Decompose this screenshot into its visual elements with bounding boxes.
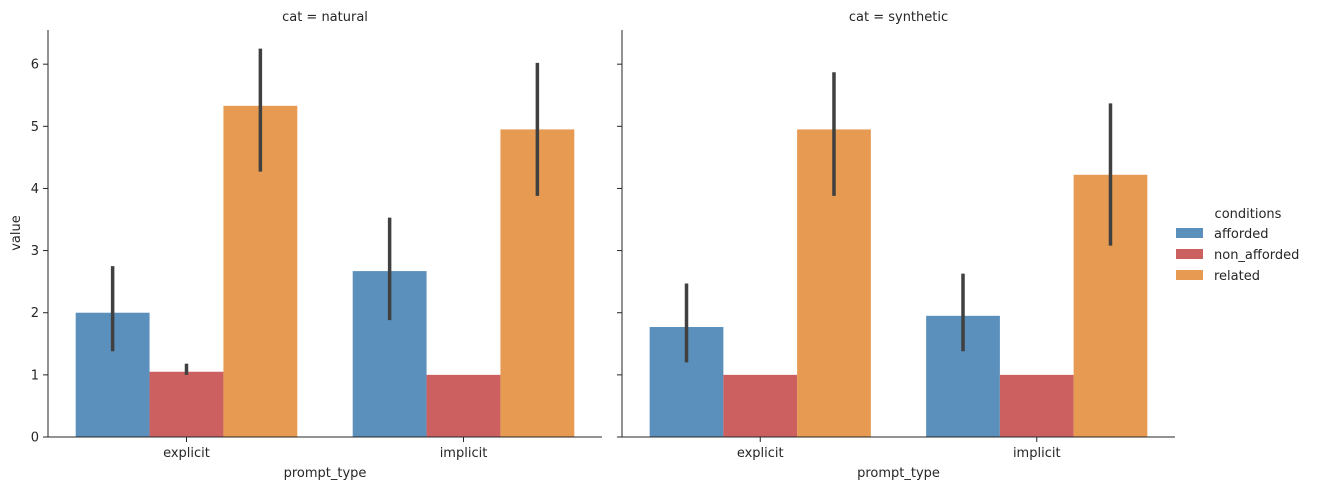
legend-label-afforded: afforded <box>1214 227 1269 242</box>
panel-1: cat = synthetic explicit implicit prompt_ty… <box>617 10 1175 481</box>
legend-title: conditions <box>1215 207 1282 222</box>
y-tick-label: 3 <box>31 244 39 259</box>
legend-swatch-afforded <box>1176 228 1203 238</box>
x-tick-label: implicit <box>440 446 488 461</box>
y-tick-label: 2 <box>31 306 39 321</box>
bar-non_afforded-explicit <box>149 371 224 437</box>
y-tick-label: 0 <box>31 431 39 446</box>
legend-swatch-non_afforded <box>1176 249 1203 259</box>
bar-non_afforded-implicit <box>426 374 501 437</box>
y-tick-label: 4 <box>31 182 39 197</box>
legend-swatch-related <box>1176 270 1203 280</box>
y-tick-label: 1 <box>31 368 39 383</box>
x-axis-title: prompt_type <box>857 466 940 481</box>
x-tick-label: explicit <box>163 446 210 461</box>
bar-non_afforded-implicit <box>999 374 1074 437</box>
panel-title: cat = natural <box>282 10 368 25</box>
bar-non_afforded-explicit <box>723 374 798 437</box>
y-tick-label: 6 <box>31 58 39 73</box>
x-axis-title: prompt_type <box>284 466 367 481</box>
y-axis-title: value <box>9 215 24 251</box>
y-tick-label: 5 <box>31 120 39 135</box>
panel-title: cat = synthetic <box>849 10 948 25</box>
legend-label-related: related <box>1214 269 1260 284</box>
legend-label-non_afforded: non_afforded <box>1214 248 1299 263</box>
panel-0: cat = natural 0 1 2 3 4 5 6 explicit implicit prom… <box>31 10 602 481</box>
panels-group: cat = natural 0 1 2 3 4 5 6 explicit implicit prom… <box>31 10 1175 481</box>
x-tick-label: implicit <box>1013 446 1061 461</box>
x-tick-label: explicit <box>737 446 784 461</box>
